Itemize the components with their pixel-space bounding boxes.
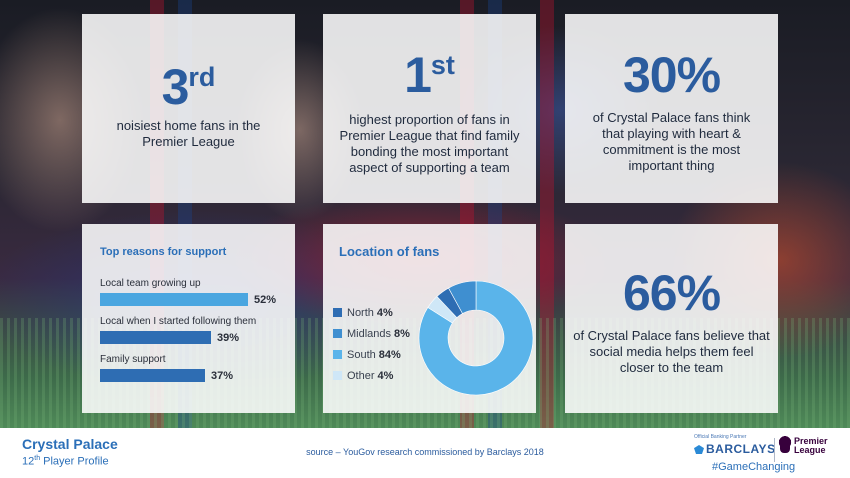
eagle-icon <box>694 445 704 454</box>
stat-card-social-media: 66% of Crystal Palace fans believe that … <box>565 224 778 413</box>
stat-value: 3rd <box>161 59 216 115</box>
reason-percent: 39% <box>217 332 240 344</box>
reasons-card: Top reasons for support Local team growi… <box>82 224 295 413</box>
club-name: Crystal Palace <box>22 436 118 452</box>
reason-bar <box>100 369 205 382</box>
location-donut-chart <box>418 280 534 396</box>
location-card: Location of fans North 4% Midlands 8% South 8… <box>323 224 536 413</box>
donut-slice-midlands <box>448 280 477 314</box>
stat-card-heart-commitment: 30% of Crystal Palace fans think that pl… <box>565 14 778 203</box>
stat-value: 30% <box>622 47 721 103</box>
stat-description: noisiest home fans in the Premier League <box>116 118 261 149</box>
reason-label: Local when I started following them <box>100 316 257 327</box>
source-note: source – YouGov research commissioned by… <box>306 447 544 457</box>
hashtag: #GameChanging <box>712 461 796 473</box>
legend-swatch <box>333 371 342 380</box>
legend-value: 84% <box>378 348 401 361</box>
legend-swatch <box>333 308 342 317</box>
location-title: Location of fans <box>339 244 440 259</box>
legend-item-south: South 84% <box>333 344 410 365</box>
stat-value: 66% <box>622 265 721 321</box>
sponsor-brand: Official Banking Partner BARCLAYS Premie… <box>690 432 840 476</box>
legend-swatch <box>333 350 342 359</box>
legend-value: 4% <box>376 306 393 319</box>
brand-partner-text: Official Banking Partner <box>694 434 747 440</box>
legend-label: South <box>347 348 376 361</box>
legend-label: Midlands <box>347 327 392 340</box>
reason-label: Local team growing up <box>100 278 201 289</box>
reason-label: Family support <box>100 354 166 365</box>
reasons-title: Top reasons for support <box>100 246 227 258</box>
legend-item-north: North 4% <box>333 302 410 323</box>
legend-item-other: Other 4% <box>333 365 410 386</box>
reason-percent: 52% <box>254 294 277 306</box>
stat-card-noisiest: 3rd noisiest home fans in the Premier Le… <box>82 14 295 203</box>
footer: Crystal Palace 12th Player Profile sourc… <box>0 428 850 478</box>
reason-bar <box>100 293 248 306</box>
legend-value: 8% <box>394 327 410 340</box>
barclays-logo: BARCLAYS <box>694 442 776 456</box>
legend-swatch <box>333 329 342 338</box>
stat-card-family-bonding: 1st highest proportion of fans in Premie… <box>323 14 536 203</box>
reason-item: Local when I started following them 39% <box>100 316 290 345</box>
legend-label: Other <box>347 369 375 382</box>
reason-item: Family support 37% <box>100 354 290 383</box>
stat-description: of Crystal Palace fans believe that soci… <box>573 328 770 375</box>
location-legend: North 4% Midlands 8% South 84% Other 4% <box>333 302 410 386</box>
legend-item-midlands: Midlands 8% <box>333 323 410 344</box>
legend-value: 4% <box>377 369 394 382</box>
legend-label: North <box>347 306 374 319</box>
donut-slice-south <box>418 280 534 396</box>
reason-percent: 37% <box>211 370 234 382</box>
stat-description: of Crystal Palace fans think that playin… <box>592 110 751 173</box>
reason-bar <box>100 331 211 344</box>
stat-description: highest proportion of fans in Premier Le… <box>339 112 520 175</box>
profile-label: 12th Player Profile <box>22 455 109 468</box>
stat-value: 1st <box>404 47 455 103</box>
reason-item: Local team growing up 52% <box>100 278 290 307</box>
premier-league-logo: Premier League <box>794 436 828 455</box>
lion-icon <box>778 436 792 454</box>
